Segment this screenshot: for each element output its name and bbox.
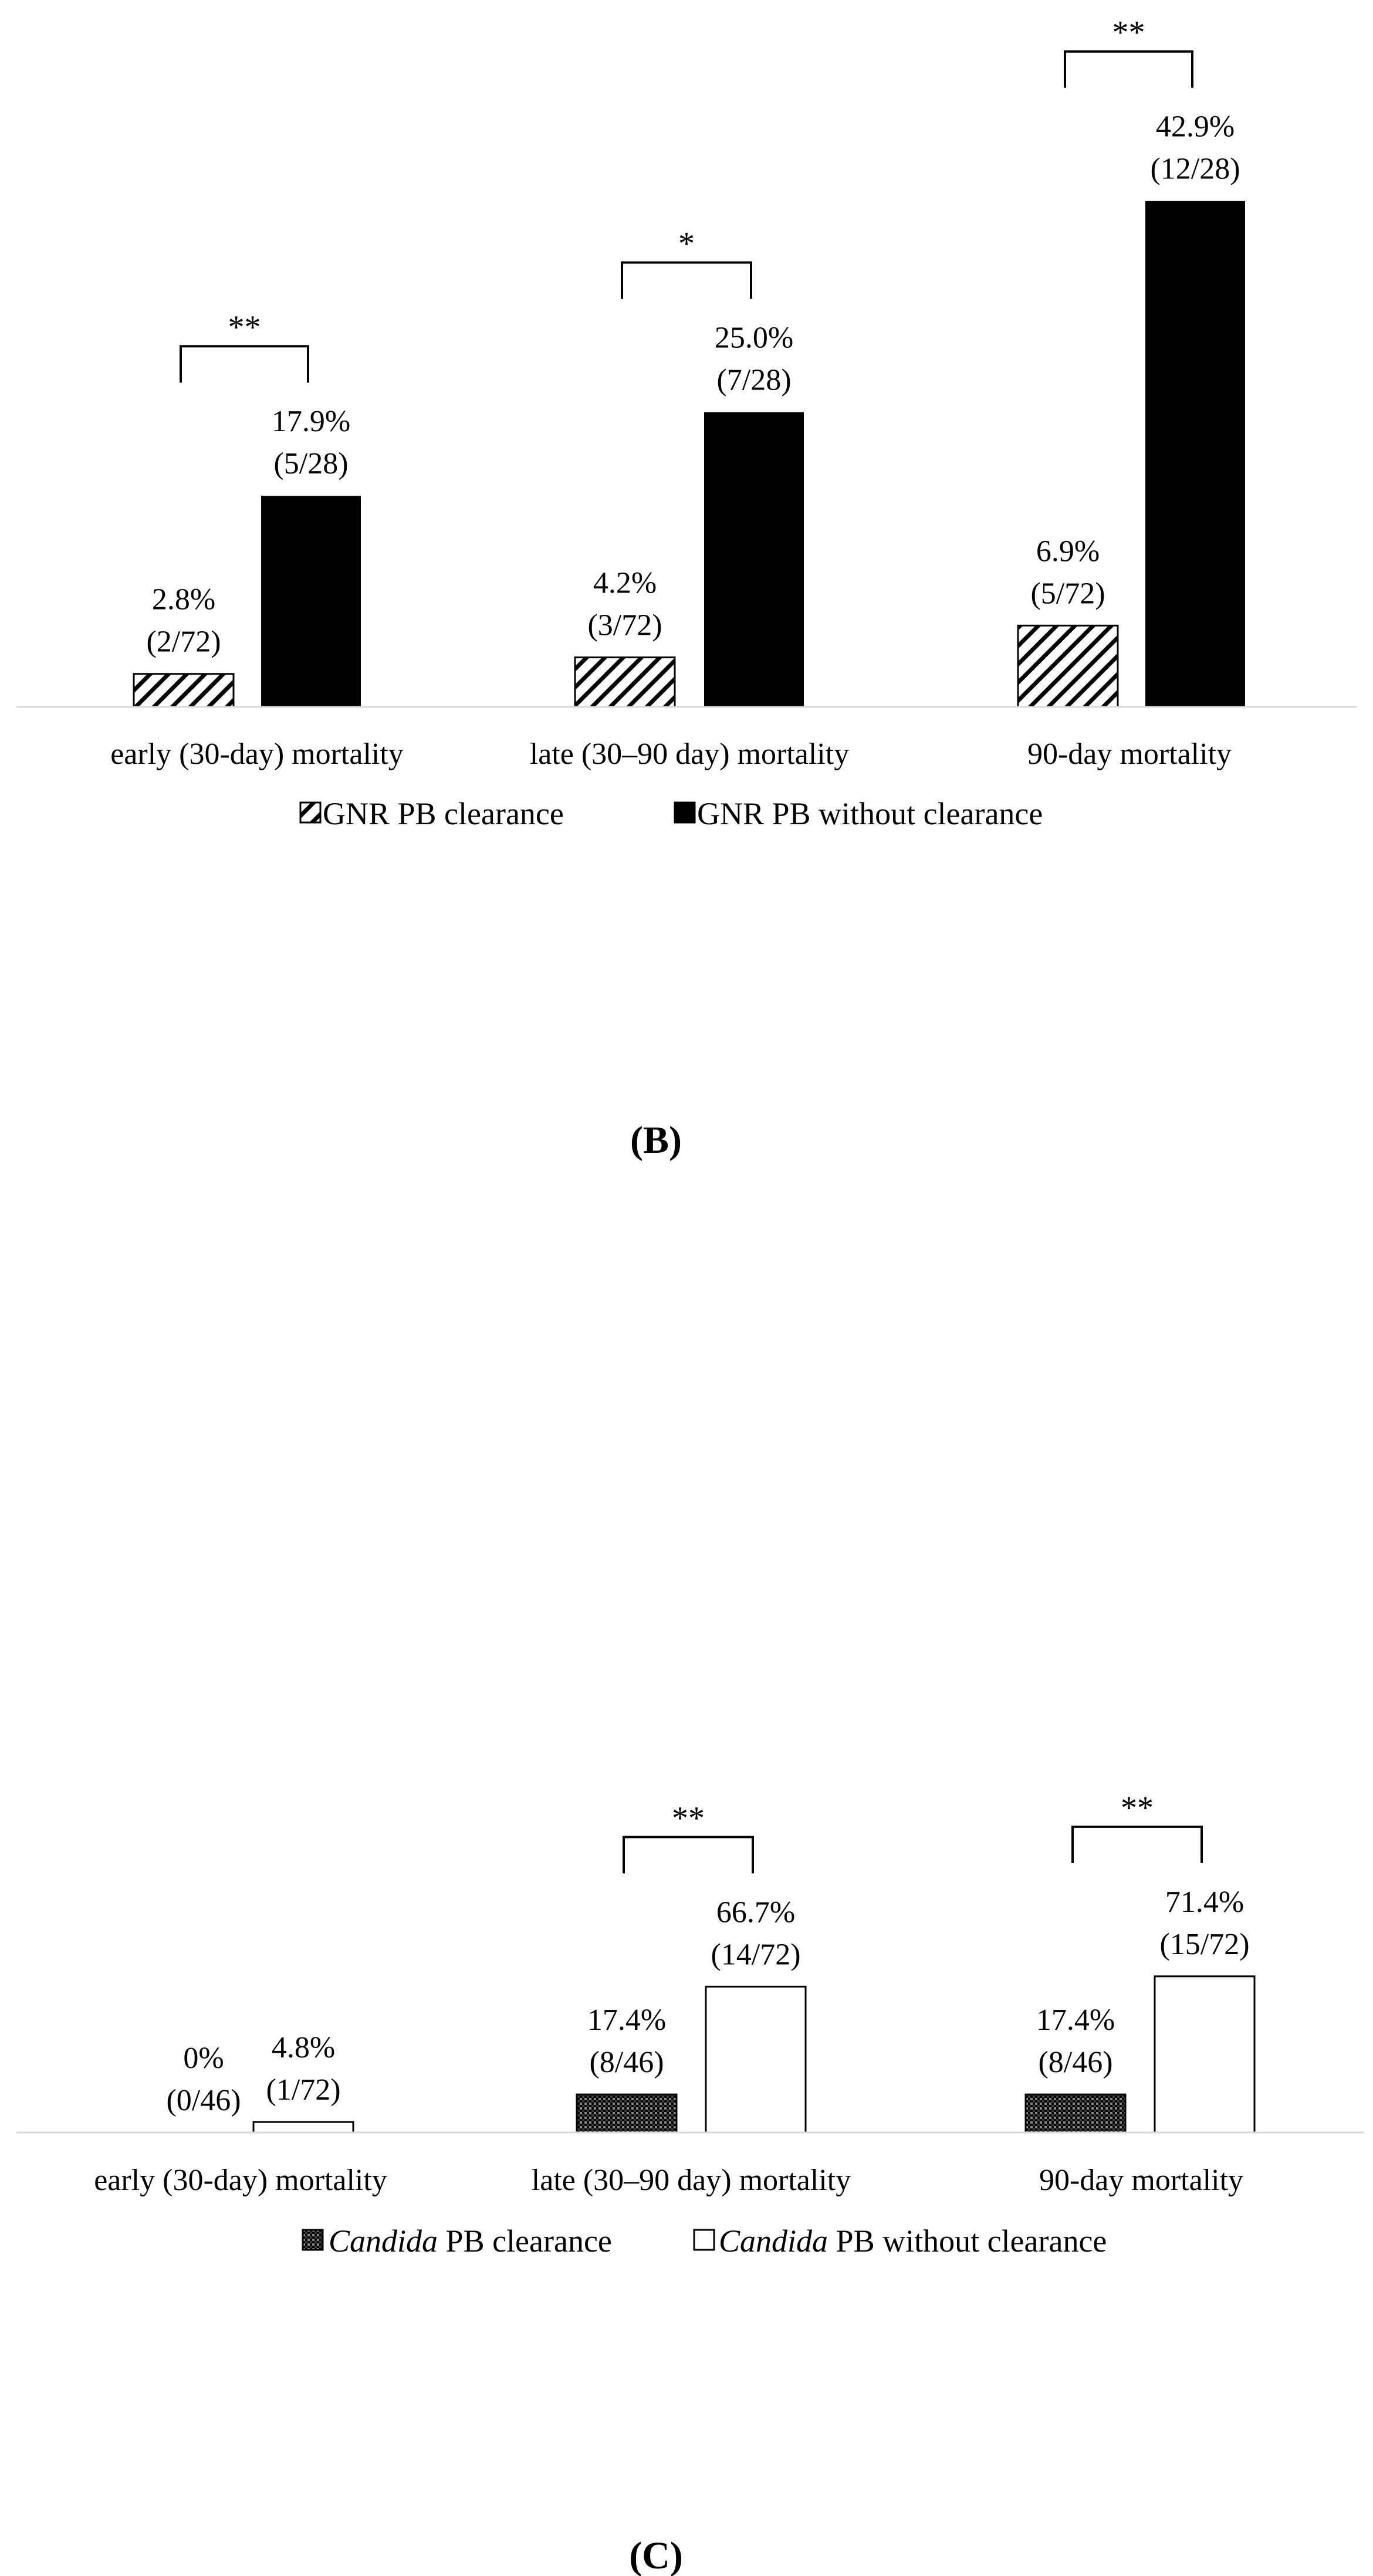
legend: Candida PB clearance Candida PB without c… <box>302 2223 1107 2259</box>
legend-label: GNR PB clearance <box>323 796 564 831</box>
legend-label-italic: Candida <box>719 2223 828 2259</box>
data-label-count: (14/72) <box>711 1938 800 1971</box>
data-label-percent: 42.9% <box>1156 110 1235 144</box>
x-tick-label: late (30–90 day) mortality <box>530 737 849 771</box>
bar <box>1024 2093 1127 2134</box>
significance-marker: ** <box>1121 1790 1154 1826</box>
significance-marker: ** <box>228 309 261 346</box>
data-label-count: (2/72) <box>146 625 221 659</box>
significance-marker: * <box>678 226 695 262</box>
significance-bracket <box>623 1836 754 1874</box>
bar <box>261 496 361 707</box>
bar <box>1154 1975 1256 2134</box>
bar <box>576 2093 678 2134</box>
significance-bracket <box>1064 50 1193 88</box>
data-label-count: (5/28) <box>273 447 348 480</box>
data-label-percent: 66.7% <box>716 1895 795 1929</box>
data-label-percent: 25.0% <box>715 321 793 355</box>
data-label-count: (8/46) <box>589 2046 664 2079</box>
data-label-percent: 6.9% <box>1036 534 1100 568</box>
x-tick-label: late (30–90 day) mortality <box>532 2164 851 2197</box>
significance-bracket <box>1071 1825 1203 1863</box>
data-label-count: (5/72) <box>1030 577 1105 610</box>
x-tick-label: 90-day mortality <box>1027 737 1232 771</box>
legend-swatch <box>693 2229 715 2251</box>
x-tick-label: early (30-day) mortality <box>94 2164 387 2197</box>
legend-label: Candida PB without clearance <box>719 2223 1107 2259</box>
data-label-percent: 17.4% <box>1036 2003 1115 2037</box>
x-tick-label: early (30-day) mortality <box>110 737 404 771</box>
data-label-percent: 0% <box>183 2042 224 2075</box>
legend: GNR PB clearance GNR PB without clearance <box>299 796 1043 831</box>
data-label-percent: 17.9% <box>272 405 350 438</box>
data-label-percent: 71.4% <box>1165 1886 1244 1919</box>
data-label-count: (0/46) <box>166 2084 241 2117</box>
bar <box>133 673 235 708</box>
significance-marker: ** <box>1112 15 1145 51</box>
data-label-percent: 4.8% <box>272 2031 335 2064</box>
data-label-percent: 17.4% <box>587 2003 666 2037</box>
data-label-count: (12/28) <box>1150 153 1240 186</box>
significance-marker: ** <box>672 1800 705 1836</box>
legend-swatch <box>674 801 696 824</box>
bar <box>574 656 676 708</box>
bar <box>1017 624 1119 708</box>
legend-label: Candida PB clearance <box>329 2223 612 2259</box>
data-label-count: (3/72) <box>587 609 662 642</box>
legend-swatch <box>302 2229 324 2251</box>
significance-bracket <box>180 345 309 383</box>
data-label-percent: 4.2% <box>593 567 657 600</box>
legend-label: GNR PB without clearance <box>697 796 1043 831</box>
panel-label: (B) <box>630 1119 682 1162</box>
panel-label: (C) <box>629 2534 683 2576</box>
data-label-count: (8/46) <box>1038 2046 1112 2079</box>
legend-swatch <box>299 801 322 824</box>
data-label-count: (7/28) <box>716 364 791 397</box>
bar <box>1145 201 1245 708</box>
data-label-count: (1/72) <box>266 2073 340 2107</box>
legend-label-rest: PB without clearance <box>828 2223 1107 2259</box>
legend-label-italic: Candida <box>329 2223 438 2259</box>
data-label-count: (15/72) <box>1159 1928 1249 1961</box>
data-label-percent: 2.8% <box>152 583 215 617</box>
bar <box>704 412 804 707</box>
chart-panel-b: 2.8% (2/72) 17.9% (5/28) ** early (30-day) mo… <box>16 15 1357 1162</box>
legend-label-rest: PB clearance <box>438 2223 612 2259</box>
chart-panel-c: 0% (0/46) 4.8% (1/72) early (30-day) mortali… <box>16 1790 1364 2576</box>
x-tick-label: 90-day mortality <box>1039 2164 1243 2197</box>
significance-bracket <box>621 261 752 299</box>
bar <box>252 2121 354 2134</box>
bar <box>705 1985 807 2134</box>
